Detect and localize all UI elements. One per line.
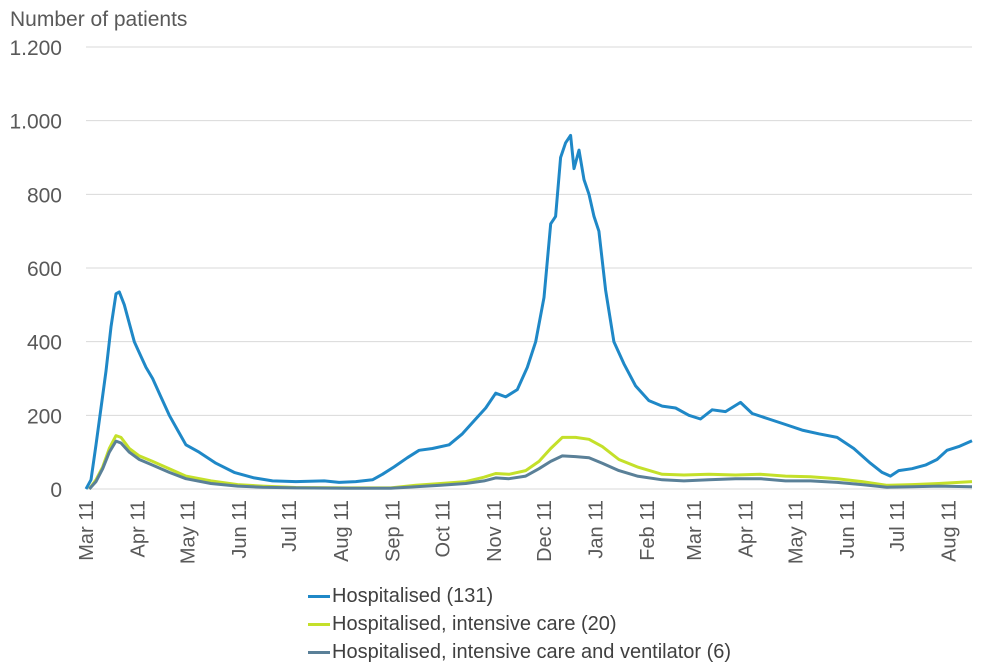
legend-label-hospitalised: Hospitalised (131) <box>332 584 494 607</box>
x-tick-label: Mar 11 <box>76 500 98 561</box>
y-tick-label: 600 <box>27 258 62 281</box>
x-tick-label: Mar 11 <box>684 500 706 561</box>
legend-label-intensive-care: Hospitalised, intensive care (20) <box>332 612 617 635</box>
x-tick-label: Apr 11 <box>128 500 150 557</box>
legend-item-intensive-care: Hospitalised, intensive care (20) <box>308 610 731 638</box>
x-tick-label: Nov 11 <box>484 500 506 562</box>
x-tick-label: Aug 11 <box>939 500 961 562</box>
x-tick-label: Jun 11 <box>229 500 251 559</box>
y-tick-label: 0 <box>50 479 62 502</box>
y-tick-label: 1.200 <box>9 37 62 60</box>
y-tick-label: 200 <box>27 405 62 428</box>
y-tick-label: 800 <box>27 184 62 207</box>
series-line-hospitalised <box>84 133 973 490</box>
x-tick-labels: Mar 11 Apr 11 May 11 Jun 11 Jul 11 Aug 11 Sep … <box>76 500 961 564</box>
x-tick-label: May 11 <box>785 500 807 564</box>
x-tick-label: Jul 11 <box>279 500 301 552</box>
y-tick-labels: 0 200 400 600 800 1.000 1.200 <box>9 37 62 502</box>
x-tick-label: Jan 11 <box>586 500 608 559</box>
legend-swatch-intensive-care <box>308 622 330 626</box>
series-line-ventilator <box>88 439 973 491</box>
x-tick-label: Oct 11 <box>432 500 454 557</box>
x-tick-label: Jun 11 <box>837 500 859 559</box>
x-tick-label: Aug 11 <box>331 500 353 562</box>
y-tick-label: 400 <box>27 332 62 355</box>
x-tick-label: Apr 11 <box>736 500 758 557</box>
legend-label-ventilator: Hospitalised, intensive care and ventila… <box>332 640 732 663</box>
legend-swatch-hospitalised <box>308 594 330 598</box>
y-axis-title: Number of patients <box>10 8 188 31</box>
x-tick-label: May 11 <box>178 500 200 564</box>
legend: Hospitalised (131) Hospitalised, intensi… <box>308 582 731 666</box>
legend-swatch-ventilator <box>308 650 330 654</box>
x-tick-label: Sep 11 <box>382 500 404 562</box>
x-tick-label: Jul 11 <box>887 500 909 552</box>
x-tick-label: Dec 11 <box>534 500 556 562</box>
grid-lines <box>86 46 972 490</box>
y-tick-label: 1.000 <box>9 111 62 134</box>
series-lines <box>84 133 973 491</box>
x-tick-label: Feb 11 <box>637 500 659 561</box>
legend-item-ventilator: Hospitalised, intensive care and ventila… <box>308 638 731 666</box>
legend-item-hospitalised: Hospitalised (131) <box>308 582 731 610</box>
series-line-intensive-care <box>88 434 973 490</box>
